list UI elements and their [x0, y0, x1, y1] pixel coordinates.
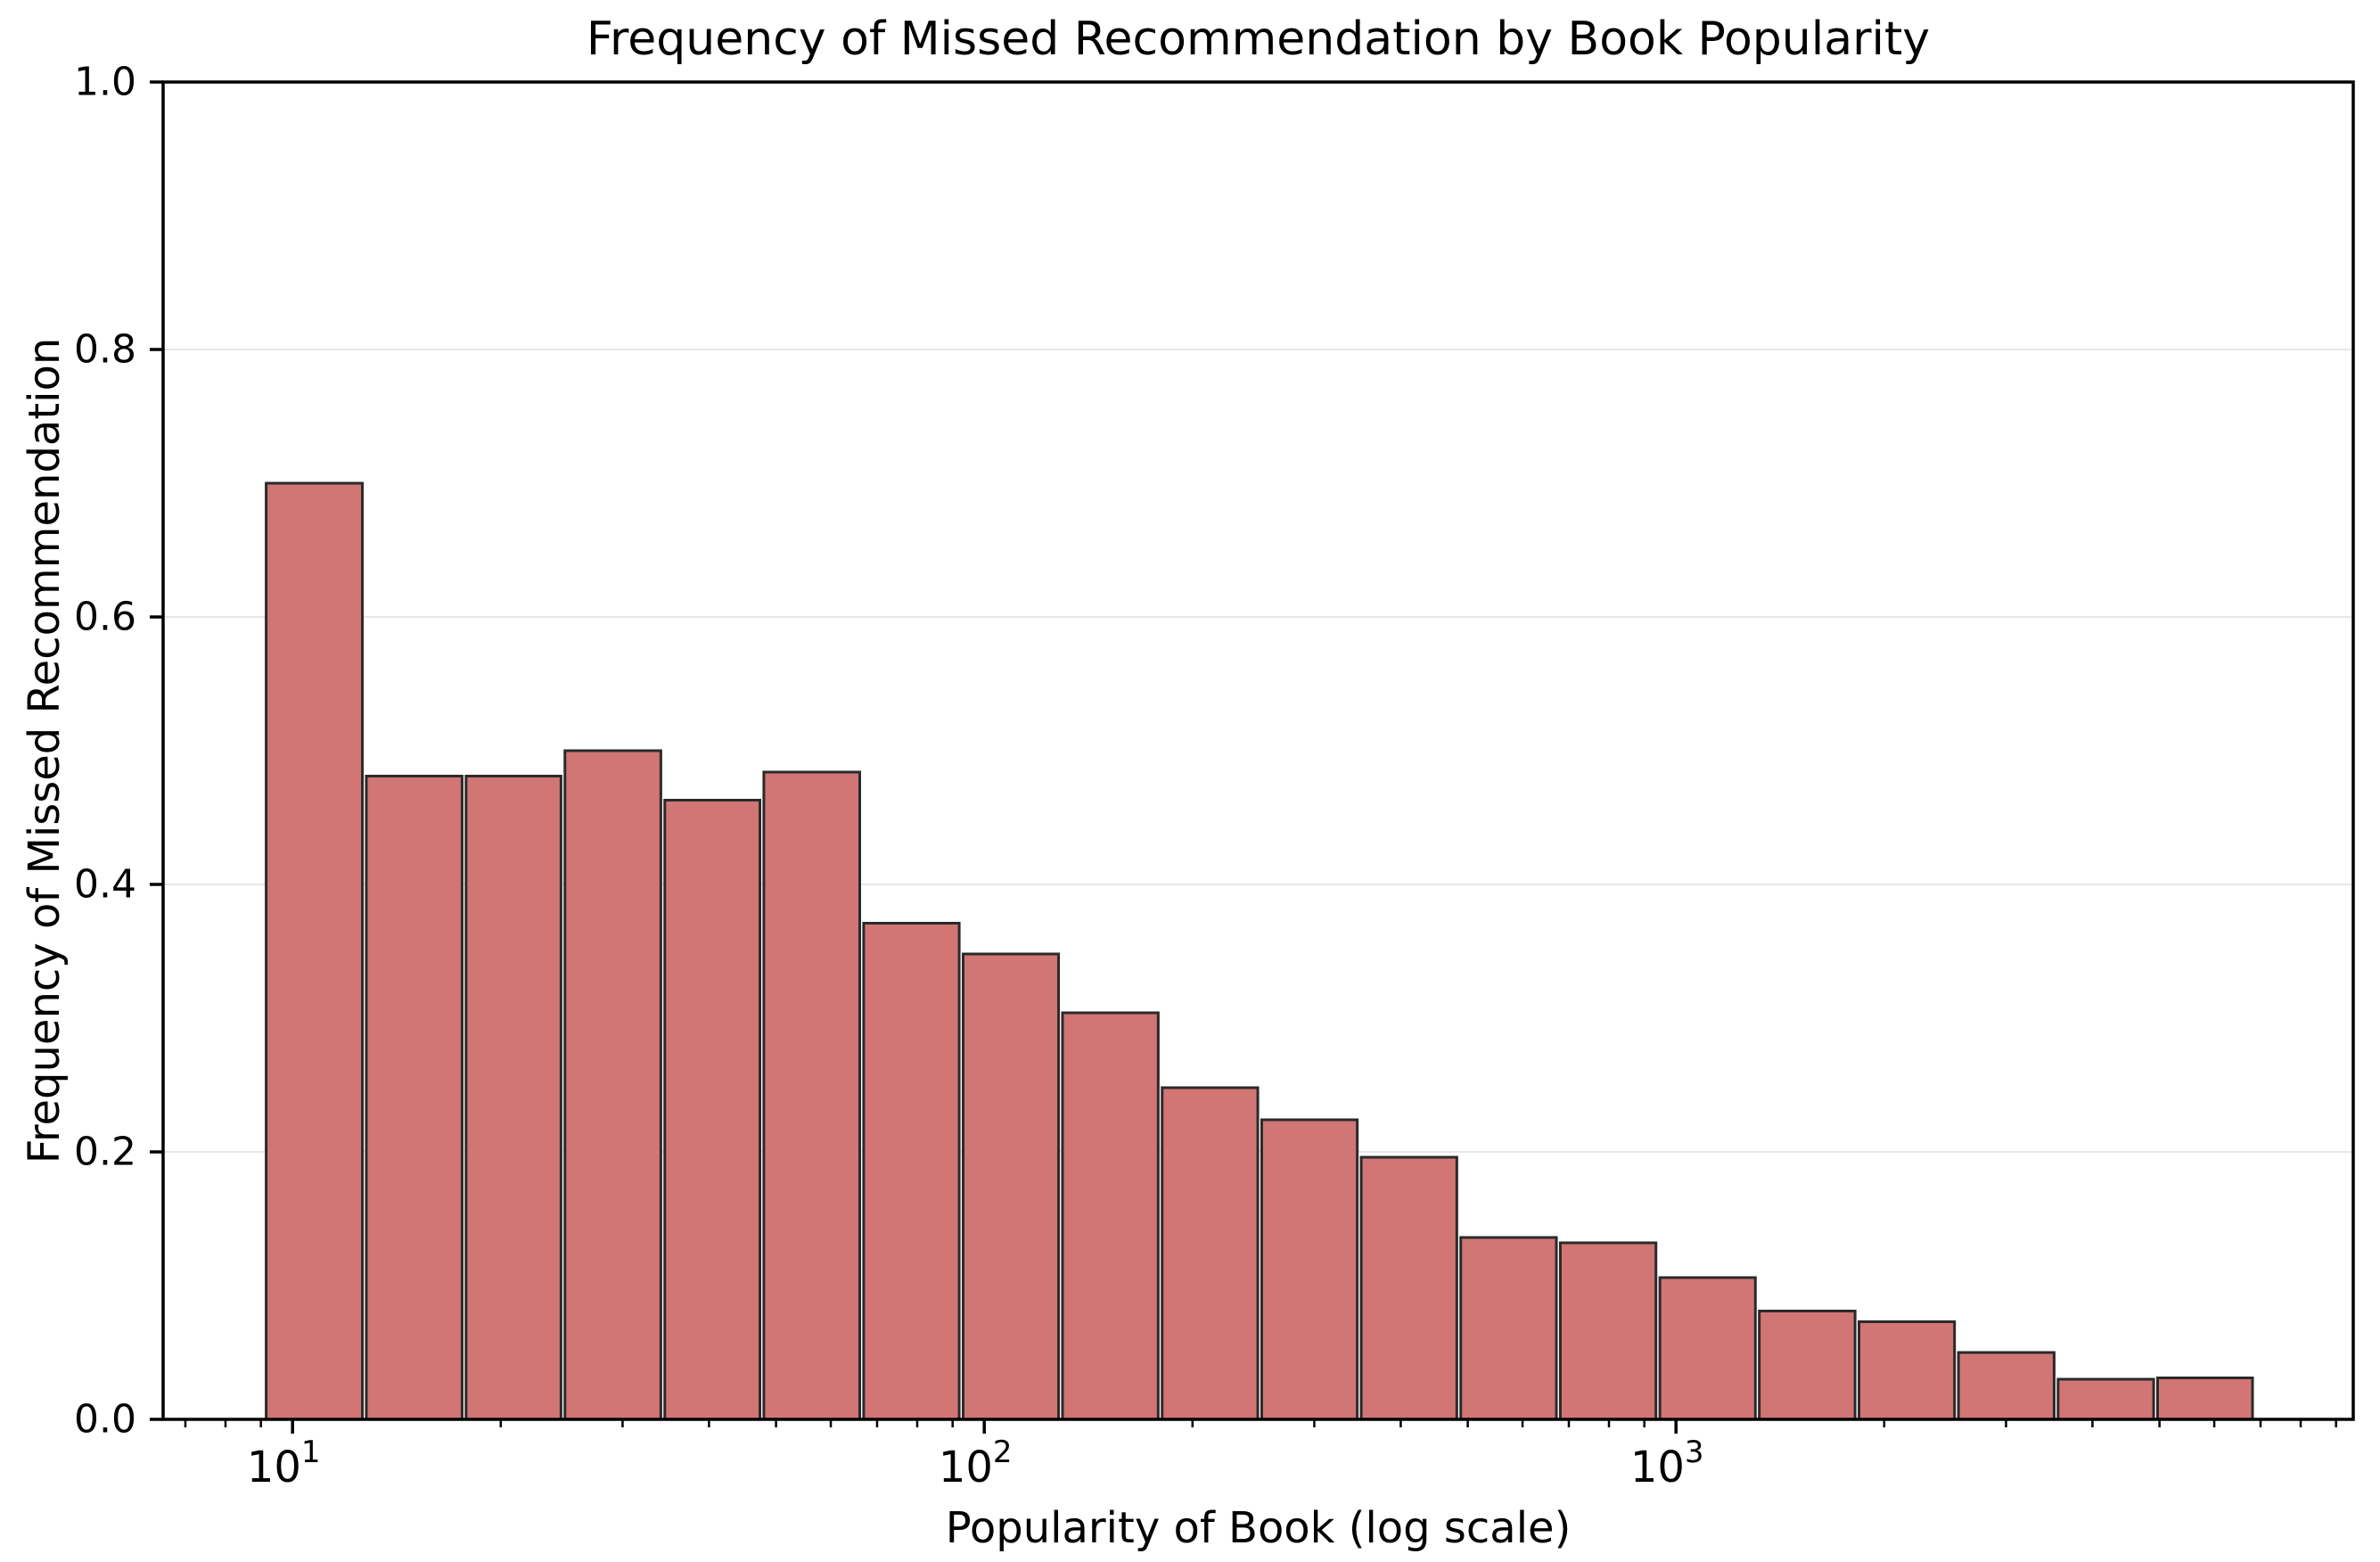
histogram-bar	[1359, 1155, 1458, 1421]
y-tick-label: 0.6	[74, 595, 136, 640]
histogram-bar	[862, 922, 961, 1421]
plot-border	[161, 80, 2355, 1421]
histogram-bar	[1758, 1310, 1857, 1421]
x-axis-label: Popularity of Book (log scale)	[945, 1503, 1572, 1553]
y-tick-label: 0.0	[74, 1397, 136, 1443]
histogram-bar	[1858, 1320, 1957, 1421]
histogram-bar	[265, 481, 365, 1421]
histogram-bar	[1061, 1011, 1160, 1421]
histogram-bar	[464, 775, 562, 1421]
histogram-bar	[1658, 1276, 1757, 1421]
histogram-bar	[1957, 1351, 2056, 1421]
histogram-bar	[1459, 1236, 1558, 1421]
histogram-bar	[663, 799, 762, 1421]
histogram-bar	[2056, 1377, 2155, 1421]
histogram-bar	[563, 749, 662, 1421]
y-tick-label: 0.2	[74, 1130, 136, 1175]
histogram-bar	[2155, 1377, 2254, 1421]
y-tick-label: 1.0	[74, 60, 136, 105]
histogram-bar	[365, 775, 464, 1421]
chart-title: Frequency of Missed Recommendation by Bo…	[586, 12, 1931, 66]
histogram-bar	[961, 952, 1061, 1421]
histogram-bar	[1558, 1241, 1658, 1421]
histogram-bar	[1161, 1086, 1260, 1421]
y-tick-label: 0.8	[74, 327, 136, 373]
x-tick-label: 102	[939, 1435, 1013, 1492]
y-tick-label: 0.4	[74, 862, 136, 908]
x-tick-label: 103	[1630, 1435, 1704, 1492]
histogram-bar	[1260, 1118, 1359, 1421]
x-tick-label: 101	[247, 1435, 321, 1492]
histogram-bar	[762, 770, 862, 1421]
